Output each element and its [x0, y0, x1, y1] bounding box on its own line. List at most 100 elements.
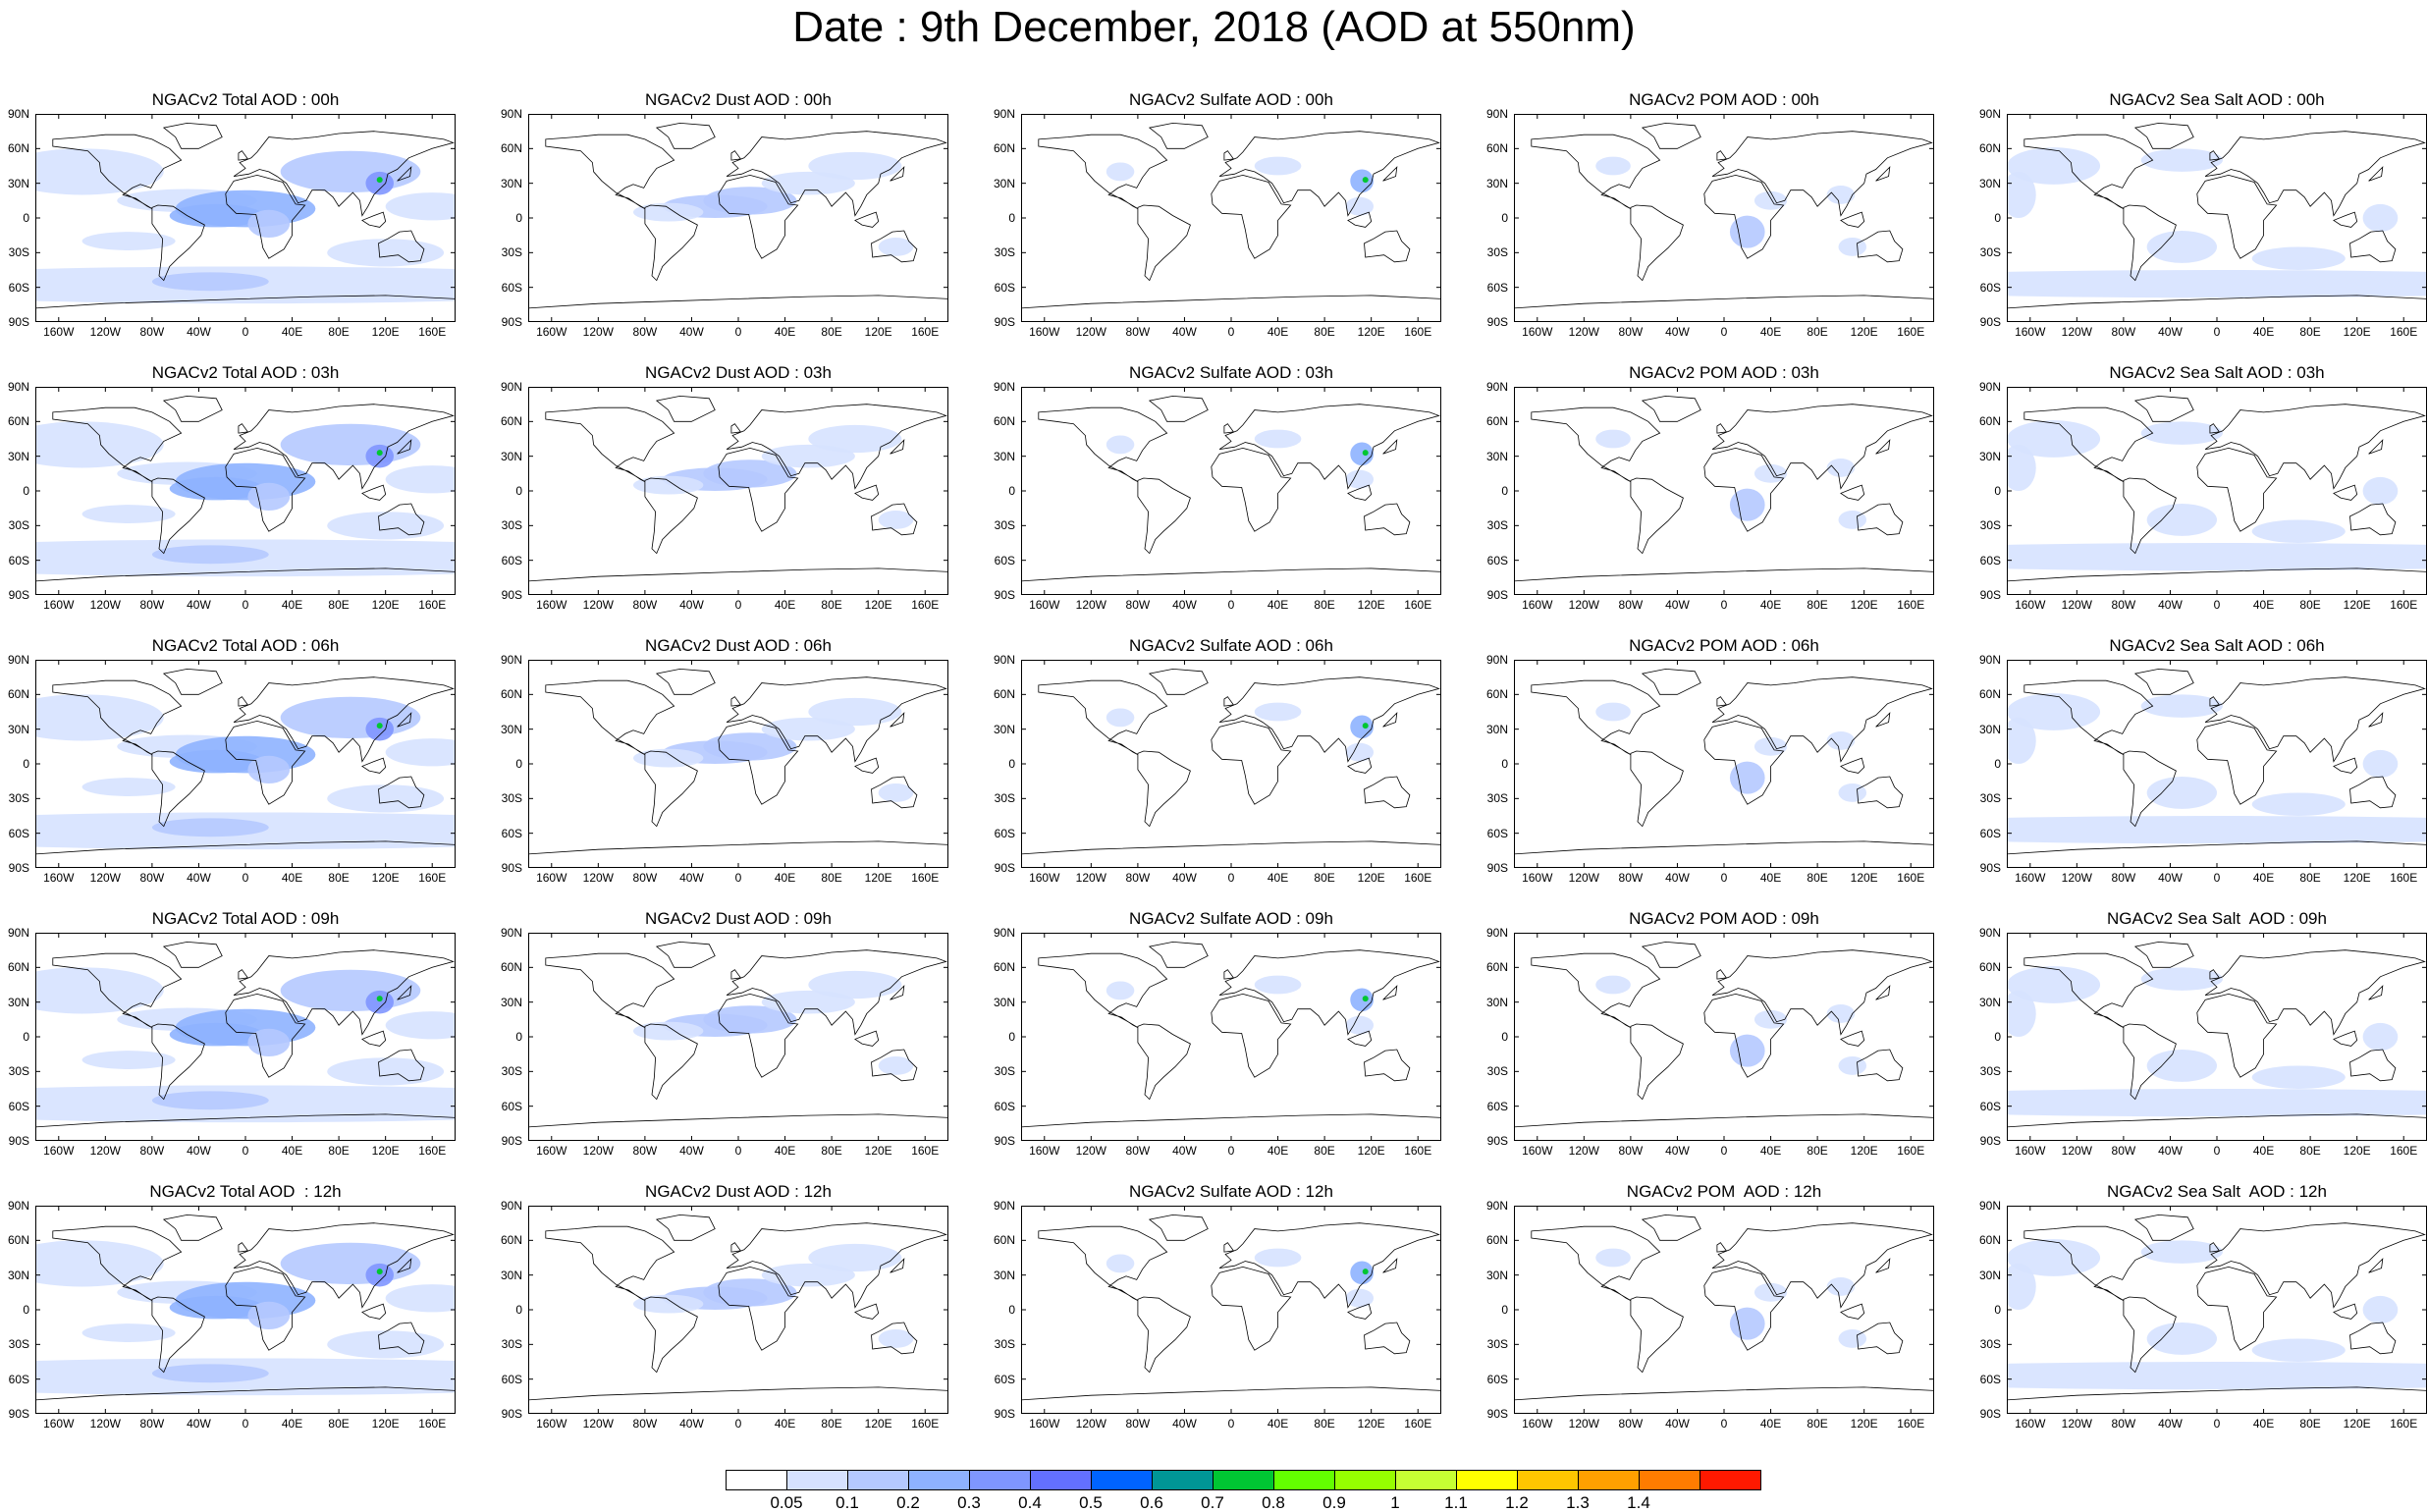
coastline [1716, 1242, 1728, 1253]
lon-label: 160E [418, 1417, 447, 1431]
colorbar-swatch [1456, 1470, 1518, 1490]
coastline [1711, 131, 1933, 217]
coastline [225, 174, 306, 259]
lon-label: 120E [371, 598, 400, 612]
aerosol-region [1754, 190, 1788, 210]
panel-title: NGACv2 Sulfate AOD : 12h [1129, 1182, 1333, 1201]
lon-label: 80E [328, 1144, 350, 1158]
lat-label: 0 [1008, 1303, 1015, 1317]
aerosol-region [280, 696, 421, 739]
lon-label: 120W [582, 1144, 614, 1158]
coastline [1840, 1030, 1865, 1047]
coastline [1218, 404, 1440, 490]
map-panel: NGACv2 Sulfate AOD : 00h 90N 60N 30N 0 30S 60S… [986, 90, 1479, 357]
coastline [1148, 122, 1209, 149]
coastline [2349, 503, 2397, 536]
map-frame [528, 387, 948, 595]
coastline [1218, 676, 1440, 763]
map-panel: NGACv2 Sea Salt AOD : 00h 90N 60N 30N 0 30S 60… [1971, 90, 2428, 357]
aerosol-region [2007, 966, 2101, 1003]
coastline [35, 1386, 456, 1414]
lon-label: 120E [864, 1417, 892, 1431]
colorbar-label: 0.4 [1018, 1493, 1042, 1512]
coastline [890, 166, 905, 182]
coastline [2196, 993, 2278, 1078]
coastline [1857, 776, 1904, 809]
coastline [1364, 1322, 1411, 1355]
coastline [151, 204, 205, 282]
coastline [2368, 985, 2384, 1000]
colorbar-swatch [1395, 1470, 1457, 1490]
lon-label: 160E [418, 871, 447, 885]
coastline [655, 1214, 716, 1241]
colorbar-label: 0.9 [1322, 1493, 1346, 1512]
lon-label: 40W [1665, 871, 1690, 885]
lon-label: 160E [418, 325, 447, 339]
lat-label: 60N [1485, 1233, 1508, 1248]
lat-label: 90N [1485, 1199, 1508, 1213]
lat-label: 60N [1978, 141, 2001, 156]
lat-label: 60N [1978, 687, 2001, 702]
lat-label: 90S [501, 861, 522, 875]
lat-label: 30S [994, 791, 1015, 806]
aerosol-region [81, 778, 176, 796]
coastline [1630, 204, 1684, 282]
lon-label: 40E [2252, 325, 2275, 339]
aerosol-region [327, 239, 445, 267]
lon-label: 80W [139, 1417, 165, 1431]
lat-label: 0 [1501, 211, 1508, 225]
map-frame [528, 660, 948, 868]
lat-label: 90S [501, 588, 522, 602]
lon-label: 0 [242, 598, 249, 612]
lat-label: 90S [1486, 861, 1508, 875]
lon-label: 120E [1850, 598, 1878, 612]
lat-label: 30S [1979, 245, 2001, 260]
lon-label: 0 [1720, 598, 1728, 612]
aerosol-region [1595, 975, 1631, 995]
colorbar-label: 0.6 [1140, 1493, 1163, 1512]
coastline [655, 122, 716, 149]
lon-label: 80W [2111, 325, 2136, 339]
lat-label: 60S [1486, 280, 1508, 295]
lon-label: 40W [1172, 1144, 1197, 1158]
world-map [1021, 387, 1441, 595]
lat-label: 60N [1978, 1233, 2001, 1248]
lat-label: 30S [1486, 791, 1508, 806]
lat-label: 90N [993, 1199, 1015, 1213]
lon-label: 0 [1227, 598, 1235, 612]
coastline [361, 484, 387, 501]
lat-label: 30N [993, 449, 1015, 463]
colorbar-swatch [1700, 1470, 1761, 1490]
lat-label: 30S [1979, 1337, 2001, 1352]
aerosol-region [1106, 1254, 1135, 1273]
lon-label: 0 [2213, 871, 2221, 885]
lon-label: 160E [1404, 871, 1432, 885]
coastline [1641, 122, 1701, 149]
coastline [1514, 567, 1934, 595]
aerosol-region [2140, 148, 2223, 172]
panel-title: NGACv2 Dust AOD : 06h [645, 636, 832, 655]
lat-label: 60S [501, 826, 522, 840]
panel-title: NGACv2 Dust AOD : 12h [645, 1182, 832, 1201]
lat-label: 90S [994, 315, 1015, 329]
lat-label: 30N [993, 176, 1015, 190]
colorbar-swatch [908, 1470, 970, 1490]
aerosol-region [385, 1284, 456, 1313]
lon-label: 80W [139, 871, 165, 885]
lat-label: 30N [500, 176, 522, 190]
aerosol-region [1838, 783, 1867, 802]
lat-label: 30N [1485, 995, 1508, 1009]
aerosol-region [878, 1329, 914, 1348]
aerosol-region [2146, 776, 2217, 809]
lon-label: 80E [821, 1144, 842, 1158]
aerosol-hotspot [376, 450, 383, 457]
lat-label: 60N [1485, 141, 1508, 156]
lat-label: 90N [993, 653, 1015, 667]
lon-label: 120W [582, 1417, 614, 1431]
aerosol-region [2146, 503, 2217, 536]
lon-label: 40E [1267, 598, 1289, 612]
lon-label: 80E [1807, 1144, 1828, 1158]
panel-title: NGACv2 Sea Salt AOD : 09h [2107, 909, 2327, 928]
coastline [1364, 776, 1411, 809]
lat-label: 90N [7, 1199, 29, 1213]
